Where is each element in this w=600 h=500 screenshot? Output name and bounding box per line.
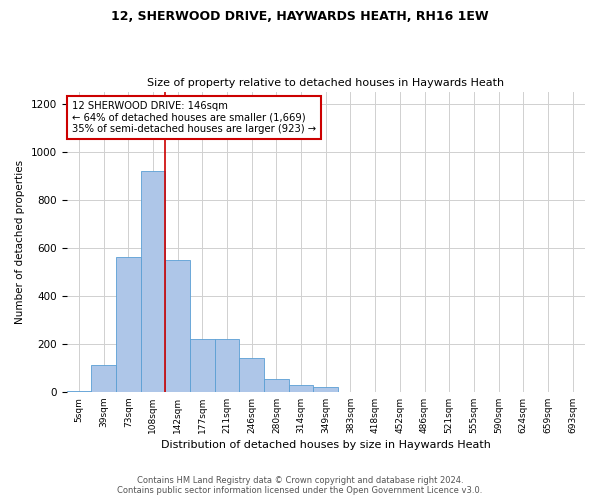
Bar <box>190 339 215 392</box>
Text: 12 SHERWOOD DRIVE: 146sqm
← 64% of detached houses are smaller (1,669)
35% of se: 12 SHERWOOD DRIVE: 146sqm ← 64% of detac… <box>72 100 316 134</box>
Text: 12, SHERWOOD DRIVE, HAYWARDS HEATH, RH16 1EW: 12, SHERWOOD DRIVE, HAYWARDS HEATH, RH16… <box>111 10 489 23</box>
Bar <box>91 366 116 392</box>
Bar <box>165 260 190 392</box>
Bar <box>215 339 239 392</box>
Bar <box>67 390 91 392</box>
Bar <box>313 386 338 392</box>
Text: Contains HM Land Registry data © Crown copyright and database right 2024.
Contai: Contains HM Land Registry data © Crown c… <box>118 476 482 495</box>
Bar <box>140 171 165 392</box>
Title: Size of property relative to detached houses in Haywards Heath: Size of property relative to detached ho… <box>147 78 505 88</box>
Bar <box>289 384 313 392</box>
Y-axis label: Number of detached properties: Number of detached properties <box>15 160 25 324</box>
Bar <box>116 258 140 392</box>
Bar <box>264 378 289 392</box>
Bar <box>239 358 264 392</box>
X-axis label: Distribution of detached houses by size in Haywards Heath: Distribution of detached houses by size … <box>161 440 491 450</box>
